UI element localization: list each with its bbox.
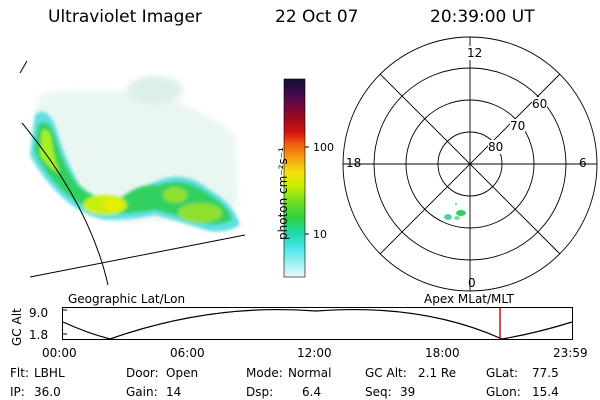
mlt-label-18: 18 bbox=[346, 156, 362, 170]
geographic-label: Geographic Lat/Lon bbox=[68, 292, 186, 306]
seq-label: Seq: bbox=[365, 385, 392, 399]
door-label: Door: bbox=[126, 366, 159, 380]
ip-value: 36.0 bbox=[34, 385, 61, 399]
flt-value: LBHL bbox=[34, 366, 65, 380]
seq-value: 39 bbox=[400, 385, 416, 399]
time-tick-1800: 18:00 bbox=[425, 346, 460, 360]
altitude-tick-high: 9.0 bbox=[29, 306, 49, 320]
glat-value: 77.5 bbox=[532, 366, 559, 380]
gain-label: Gain: bbox=[126, 385, 158, 399]
polar-plot bbox=[342, 36, 598, 292]
polar-diagonal-2 bbox=[379, 73, 561, 255]
geographic-image bbox=[19, 60, 246, 286]
lat-label-60: 60 bbox=[532, 97, 548, 111]
gain-value: 14 bbox=[166, 385, 182, 399]
polar-emission bbox=[444, 203, 466, 220]
time-tick-0600: 06:00 bbox=[170, 346, 205, 360]
gcalt-value: 2.1 Re bbox=[418, 366, 457, 380]
altitude-curve bbox=[62, 308, 573, 340]
tick-mark bbox=[19, 60, 28, 74]
colorbar bbox=[283, 78, 309, 278]
time-tick-1200: 12:00 bbox=[297, 346, 332, 360]
time-tick-0000: 00:00 bbox=[42, 346, 77, 360]
mlt-label-0: 0 bbox=[468, 276, 476, 290]
time-label: 20:39:00 UT bbox=[430, 7, 535, 27]
colorbar-tick-100: 100 bbox=[313, 141, 334, 154]
mode-label: Mode: bbox=[246, 366, 283, 380]
time-tick-2359: 23:59 bbox=[553, 346, 588, 360]
gcalt-label: GC Alt: bbox=[365, 366, 407, 380]
altitude-tick-low: 1.8 bbox=[29, 328, 49, 342]
date-label: 22 Oct 07 bbox=[275, 7, 359, 27]
door-value: Open bbox=[166, 366, 199, 380]
glon-label: GLon: bbox=[486, 385, 521, 399]
glat-label: GLat: bbox=[486, 366, 519, 380]
colorbar-unit-label: photon cm⁻²s⁻¹ bbox=[276, 147, 290, 240]
altitude-axis-label: GC Alt bbox=[10, 308, 24, 346]
glon-value: 15.4 bbox=[532, 385, 559, 399]
aurora-band bbox=[30, 111, 240, 232]
apex-label: Apex MLat/MLT bbox=[424, 292, 514, 306]
ip-label: IP: bbox=[10, 385, 25, 399]
mlt-label-6: 6 bbox=[579, 156, 587, 170]
instrument-title: Ultraviolet Imager bbox=[48, 7, 202, 27]
colorbar-tick-10: 10 bbox=[313, 228, 327, 241]
flt-label: Flt: bbox=[10, 366, 29, 380]
mlt-label-12: 12 bbox=[466, 46, 484, 60]
lat-label-80: 80 bbox=[488, 140, 504, 154]
dsp-value: 6.4 bbox=[302, 385, 322, 399]
horizon-line bbox=[29, 234, 246, 278]
mode-value: Normal bbox=[288, 366, 332, 380]
lat-label-70: 70 bbox=[510, 119, 526, 133]
terminator-curve bbox=[21, 122, 109, 286]
dsp-label: Dsp: bbox=[246, 385, 274, 399]
altitude-plot bbox=[62, 307, 573, 340]
